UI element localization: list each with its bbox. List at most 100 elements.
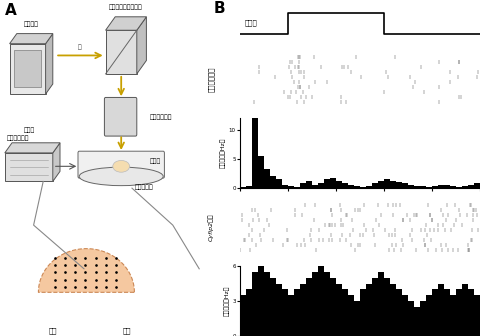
Bar	[468, 184, 474, 188]
Bar	[456, 187, 462, 188]
Bar	[282, 289, 288, 336]
Polygon shape	[5, 153, 53, 181]
Bar	[396, 289, 402, 336]
Bar	[384, 278, 390, 336]
Text: 光: 光	[77, 44, 81, 50]
Bar	[354, 186, 360, 188]
Text: 網膜: 網膜	[48, 328, 57, 334]
Bar	[312, 272, 318, 336]
Text: Cyfip2欠損: Cyfip2欠損	[208, 213, 214, 241]
Bar	[324, 272, 330, 336]
Bar	[264, 272, 270, 336]
Bar	[408, 301, 414, 336]
Bar	[468, 289, 474, 336]
Ellipse shape	[79, 167, 163, 185]
Polygon shape	[106, 17, 146, 30]
Polygon shape	[106, 30, 137, 74]
Bar	[312, 185, 318, 188]
Bar	[414, 186, 420, 188]
Bar	[252, 272, 258, 336]
Bar	[240, 187, 246, 188]
Bar	[264, 169, 270, 188]
Bar	[438, 284, 444, 336]
Bar	[252, 118, 258, 188]
Text: B: B	[214, 1, 225, 16]
Bar	[456, 289, 462, 336]
Bar	[366, 186, 372, 188]
Bar	[402, 183, 408, 188]
Bar	[240, 295, 246, 336]
Bar	[414, 307, 420, 336]
Bar	[330, 278, 336, 336]
Bar	[408, 184, 414, 188]
Y-axis label: 発火頻度（Hz）: 発火頻度（Hz）	[224, 286, 229, 316]
Bar	[324, 179, 330, 188]
Bar	[426, 187, 432, 188]
Bar	[360, 289, 366, 336]
Bar	[360, 187, 366, 188]
Bar	[444, 185, 450, 188]
Bar	[474, 295, 480, 336]
Bar	[354, 301, 360, 336]
Bar	[420, 186, 426, 188]
Text: モニター: モニター	[24, 21, 39, 27]
Polygon shape	[53, 143, 60, 181]
Y-axis label: 発火頻度（Hz）: 発火頻度（Hz）	[220, 138, 226, 168]
Bar	[396, 182, 402, 188]
Bar	[342, 183, 348, 188]
Polygon shape	[137, 17, 146, 74]
Text: 灌流液: 灌流液	[150, 159, 161, 164]
Text: 電極: 電極	[123, 328, 132, 334]
Bar	[432, 186, 438, 188]
Polygon shape	[10, 34, 53, 44]
Bar	[432, 289, 438, 336]
Text: 増幅器: 増幅器	[24, 127, 35, 133]
Text: ビームスプリッター: ビームスプリッター	[109, 4, 143, 10]
Bar	[366, 284, 372, 336]
Bar	[288, 295, 294, 336]
Bar	[372, 183, 378, 188]
Bar	[306, 278, 312, 336]
Bar	[438, 184, 444, 188]
Bar	[288, 186, 294, 188]
Text: コントロール: コントロール	[208, 66, 215, 92]
Bar	[318, 183, 324, 188]
Bar	[270, 176, 276, 188]
Bar	[474, 183, 480, 188]
Bar	[384, 179, 390, 188]
Polygon shape	[10, 44, 46, 94]
FancyBboxPatch shape	[78, 151, 164, 178]
Bar	[258, 156, 264, 188]
Bar	[276, 284, 282, 336]
Bar	[390, 284, 396, 336]
Bar	[294, 187, 300, 188]
Bar	[390, 181, 396, 188]
Text: チャンバー: チャンバー	[134, 185, 154, 191]
Bar	[372, 278, 378, 336]
Text: 光刺激: 光刺激	[245, 20, 258, 27]
Bar	[462, 284, 468, 336]
Bar	[450, 295, 456, 336]
Bar	[336, 284, 342, 336]
Bar	[306, 181, 312, 188]
Bar	[300, 284, 306, 336]
Bar	[348, 295, 354, 336]
Bar	[276, 179, 282, 188]
Polygon shape	[5, 143, 60, 153]
Text: ズームレンズ: ズームレンズ	[150, 114, 172, 120]
Bar	[444, 289, 450, 336]
Bar	[378, 181, 384, 188]
Bar	[318, 266, 324, 336]
Bar	[348, 185, 354, 188]
Bar	[462, 186, 468, 188]
Bar	[402, 295, 408, 336]
Text: コンピュータ: コンピュータ	[7, 135, 30, 141]
Ellipse shape	[113, 161, 130, 172]
FancyBboxPatch shape	[105, 97, 137, 136]
Bar	[378, 272, 384, 336]
Bar	[342, 289, 348, 336]
Polygon shape	[14, 50, 41, 87]
Bar	[330, 177, 336, 188]
Bar	[420, 301, 426, 336]
Polygon shape	[46, 34, 53, 94]
